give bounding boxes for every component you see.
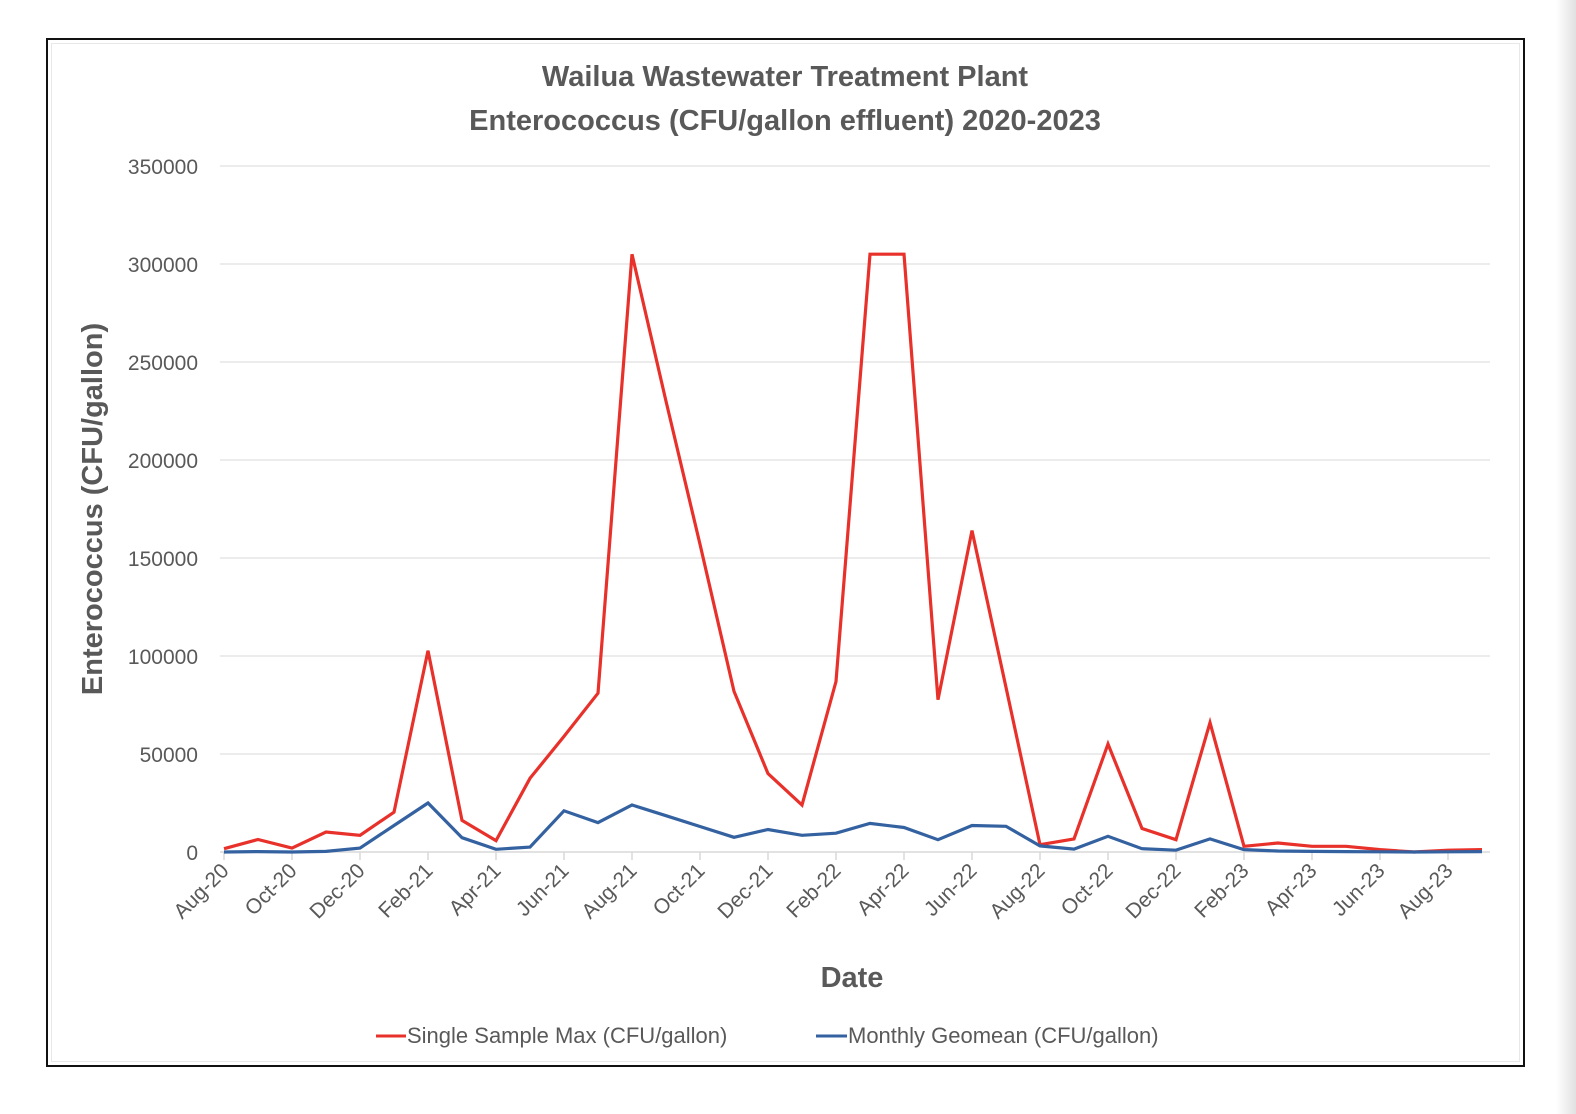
x-tick-label: Jun-21 bbox=[512, 859, 574, 921]
x-tick-label: Apr-22 bbox=[853, 859, 914, 920]
x-tick-label: Oct-20 bbox=[241, 859, 302, 920]
legend-item-monthly-geomean[interactable]: Monthly Geomean (CFU/gallon) bbox=[816, 1023, 1159, 1048]
gridlines bbox=[220, 165, 1490, 853]
x-tick-label: Aug-23 bbox=[1393, 859, 1457, 923]
x-tick-label: Jun-22 bbox=[920, 859, 982, 921]
y-tick-label: 150000 bbox=[128, 548, 198, 571]
y-tick-label: 0 bbox=[186, 842, 198, 865]
x-tick-label: Dec-21 bbox=[713, 859, 777, 923]
chart-subtitle: Enterococcus (CFU/gallon effluent) 2020-… bbox=[469, 105, 1101, 137]
series-lines bbox=[223, 252, 1483, 854]
x-tick-label: Feb-23 bbox=[1190, 859, 1253, 922]
y-tick-label: 200000 bbox=[128, 450, 198, 473]
x-tick-label: Aug-22 bbox=[985, 859, 1049, 923]
y-axis-title: Enterococcus (CFU/gallon) bbox=[77, 323, 109, 695]
x-tick-label: Feb-22 bbox=[782, 859, 845, 922]
x-tick-label: Apr-21 bbox=[445, 859, 506, 920]
x-tick-label: Oct-22 bbox=[1057, 859, 1118, 920]
x-tick-label: Apr-23 bbox=[1261, 859, 1322, 920]
series-line-monthly-geomean bbox=[223, 800, 1483, 854]
chart-frame bbox=[46, 38, 1525, 1067]
y-tick-label: 50000 bbox=[140, 744, 198, 767]
x-axis: Aug-20 Oct-20 Dec-20 Feb-21 Apr-21 Jun-21 Aug-… bbox=[169, 852, 1458, 923]
x-axis-title: Date bbox=[821, 962, 884, 994]
legend: Single Sample Max (CFU/gallon) Monthly G… bbox=[376, 1023, 1159, 1048]
x-tick-label: Aug-21 bbox=[577, 859, 641, 923]
x-tick-label: Dec-22 bbox=[1121, 859, 1185, 923]
x-tick-label: Jun-23 bbox=[1328, 859, 1390, 921]
x-tick-label: Dec-20 bbox=[305, 859, 369, 923]
y-tick-label: 300000 bbox=[128, 254, 198, 277]
legend-label-monthly-geomean: Monthly Geomean (CFU/gallon) bbox=[848, 1023, 1159, 1048]
chart-title: Wailua Wastewater Treatment Plant bbox=[542, 61, 1028, 93]
x-tick-label: Aug-20 bbox=[169, 859, 233, 923]
window-edge-shadow bbox=[1556, 0, 1576, 1114]
y-tick-label: 100000 bbox=[128, 646, 198, 669]
y-axis-ticks: 0 50000 100000 150000 200000 250000 300000 3500… bbox=[128, 156, 198, 865]
y-tick-label: 250000 bbox=[128, 352, 198, 375]
x-tick-label: Feb-21 bbox=[374, 859, 437, 922]
y-tick-label: 350000 bbox=[128, 156, 198, 179]
series-line-single-sample-max bbox=[223, 252, 1483, 854]
x-tick-label: Oct-21 bbox=[649, 859, 710, 920]
legend-label-single-sample-max: Single Sample Max (CFU/gallon) bbox=[407, 1023, 727, 1048]
legend-item-single-sample-max[interactable]: Single Sample Max (CFU/gallon) bbox=[376, 1023, 727, 1048]
chart-inner-border bbox=[51, 43, 1520, 1062]
